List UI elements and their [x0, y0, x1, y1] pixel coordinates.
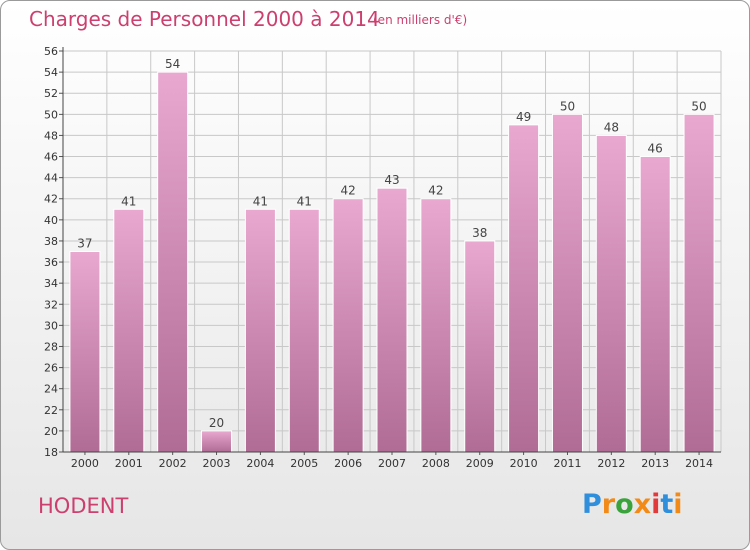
bar [420, 198, 452, 453]
y-tick-label: 40 [44, 214, 58, 227]
y-tick-label: 44 [44, 172, 58, 185]
bar [683, 113, 715, 453]
x-tick-label: 2008 [422, 457, 450, 470]
bar-value-label: 41 [297, 194, 312, 208]
bar-value-label: 42 [340, 184, 355, 198]
y-tick-label: 36 [44, 256, 58, 269]
bar [332, 198, 364, 453]
y-tick-label: 30 [44, 319, 58, 332]
axes: 18 20 22 24 26 28 30 32 34 36 38 40 42 44 46 48 50 52 54 56… [44, 45, 721, 470]
bar [595, 134, 627, 453]
y-tick-label: 42 [44, 193, 58, 206]
y-tick-label: 32 [44, 298, 58, 311]
x-tick-label: 2002 [159, 457, 187, 470]
bar [113, 208, 145, 453]
proxiti-logo[interactable]: Proxiti [582, 489, 683, 520]
bars [69, 71, 715, 453]
bar-value-label: 50 [691, 99, 706, 113]
x-tick-label: 2012 [597, 457, 625, 470]
y-tick-label: 34 [44, 277, 58, 290]
y-tick-label: 18 [44, 446, 58, 459]
logo-letter: i [673, 489, 683, 520]
bar-value-label: 46 [648, 142, 663, 156]
bar-value-label: 41 [121, 194, 136, 208]
bar [464, 240, 496, 453]
y-tick-label: 28 [44, 340, 58, 353]
y-tick-label: 52 [44, 87, 58, 100]
x-tick-label: 2006 [334, 457, 362, 470]
x-tick-label: 2000 [71, 457, 99, 470]
y-tick-label: 56 [44, 45, 58, 58]
x-tick-label: 2007 [378, 457, 406, 470]
bar-value-label: 54 [165, 57, 180, 71]
y-tick-label: 54 [44, 66, 58, 79]
x-tick-label: 2001 [115, 457, 143, 470]
bar-value-label: 49 [516, 110, 531, 124]
bar [508, 124, 540, 453]
bar [288, 208, 320, 453]
logo-letter: i [651, 489, 661, 520]
logo-letter: t [660, 489, 674, 520]
bar-value-label: 43 [384, 173, 399, 187]
location-name: HODENT [38, 494, 129, 518]
y-tick-label: 46 [44, 151, 58, 164]
y-tick-label: 22 [44, 404, 58, 417]
logo-letter: r [601, 489, 616, 520]
y-tick-label: 38 [44, 235, 58, 248]
bar-value-label: 38 [472, 226, 487, 240]
x-tick-label: 2003 [203, 457, 231, 470]
bar-value-label: 37 [77, 237, 92, 251]
y-tick-label: 20 [44, 425, 58, 438]
bar [376, 187, 408, 453]
bar-value-label: 50 [560, 99, 575, 113]
bar-value-label: 20 [209, 416, 224, 430]
bar [201, 430, 233, 453]
x-tick-label: 2010 [510, 457, 538, 470]
y-tick-label: 26 [44, 362, 58, 375]
chart-subtitle: (en milliers d'€) [373, 13, 468, 27]
bar [639, 156, 671, 453]
bar [244, 208, 276, 453]
bar [551, 113, 583, 453]
y-tick-label: 24 [44, 383, 58, 396]
y-tick-label: 50 [44, 108, 58, 121]
bar [69, 251, 101, 453]
logo-letter: o [615, 489, 634, 520]
x-tick-label: 2014 [685, 457, 713, 470]
x-tick-label: 2004 [246, 457, 274, 470]
bar-value-label: 48 [604, 120, 619, 134]
x-tick-label: 2005 [290, 457, 318, 470]
logo-letter: x [633, 489, 652, 520]
bar-value-label: 42 [428, 184, 443, 198]
x-tick-label: 2011 [553, 457, 581, 470]
x-tick-label: 2009 [466, 457, 494, 470]
chart-title: Charges de Personnel 2000 à 2014 [29, 7, 380, 31]
value-labels: 37 41 54 20 41 41 42 43 42 38 49 50 48 46 50 [77, 57, 706, 430]
bar [157, 71, 189, 453]
bar-value-label: 41 [253, 194, 268, 208]
logo-letter: P [582, 489, 602, 520]
x-tick-label: 2013 [641, 457, 669, 470]
y-tick-label: 48 [44, 129, 58, 142]
